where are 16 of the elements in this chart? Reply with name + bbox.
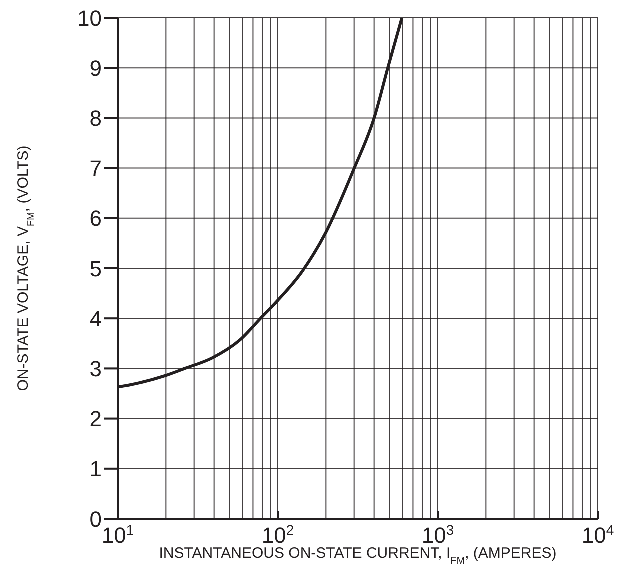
y-tick-label: 0 [90, 506, 102, 532]
y-tick-label: 4 [90, 306, 102, 332]
x-axis-title: INSTANTANEOUS ON-STATE CURRENT, I$_{FM}$, (AMPERES) [159, 545, 557, 566]
y-tick-label: 6 [90, 206, 102, 232]
y-tick-label: 10 [78, 6, 102, 31]
x-tick-label: 10$^{2}$ [262, 522, 294, 548]
x-tick-label: 10$^{3}$ [422, 522, 454, 548]
y-tick-label: 1 [90, 456, 102, 482]
x-tick-label: 10$^{1}$ [102, 522, 134, 548]
y-tick-label: 7 [90, 156, 102, 182]
x-tick-label: 10$^{4}$ [582, 522, 614, 548]
y-tick-label: 5 [90, 256, 102, 282]
y-tick-label: 8 [90, 106, 102, 132]
y-tick-label: 3 [90, 356, 102, 382]
y-tick-label: 2 [90, 406, 102, 432]
y-tick-label: 9 [90, 56, 102, 81]
